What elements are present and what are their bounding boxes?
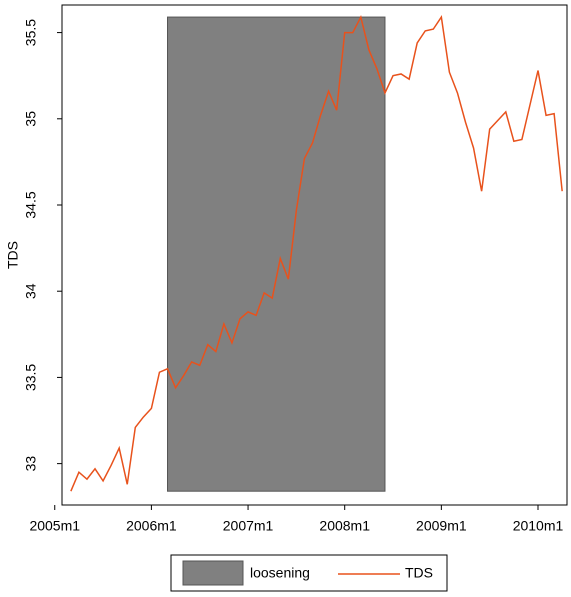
x-tick-label: 2005m1 <box>29 518 80 534</box>
y-tick-label: 34 <box>23 283 39 299</box>
legend-swatch <box>182 560 244 586</box>
y-tick-label: 34.5 <box>23 191 39 218</box>
data-line <box>70 14 563 492</box>
x-tick-label: 2009m1 <box>416 518 467 534</box>
y-tick-label: 35.5 <box>23 19 39 46</box>
x-tick-label: 2010m1 <box>513 518 564 534</box>
x-tick-label: 2007m1 <box>223 518 274 534</box>
shaded-region <box>167 16 386 492</box>
y-tick-label: 33 <box>23 456 39 472</box>
y-tick-label: 35 <box>23 111 39 127</box>
legend-label: TDS <box>405 565 433 581</box>
y-axis-label: TDS <box>5 241 21 269</box>
x-tick-label: 2006m1 <box>126 518 177 534</box>
x-tick-label: 2008m1 <box>319 518 370 534</box>
y-tick-label: 33.5 <box>23 364 39 391</box>
legend-label: loosening <box>250 565 310 581</box>
plot-frame <box>61 4 568 506</box>
